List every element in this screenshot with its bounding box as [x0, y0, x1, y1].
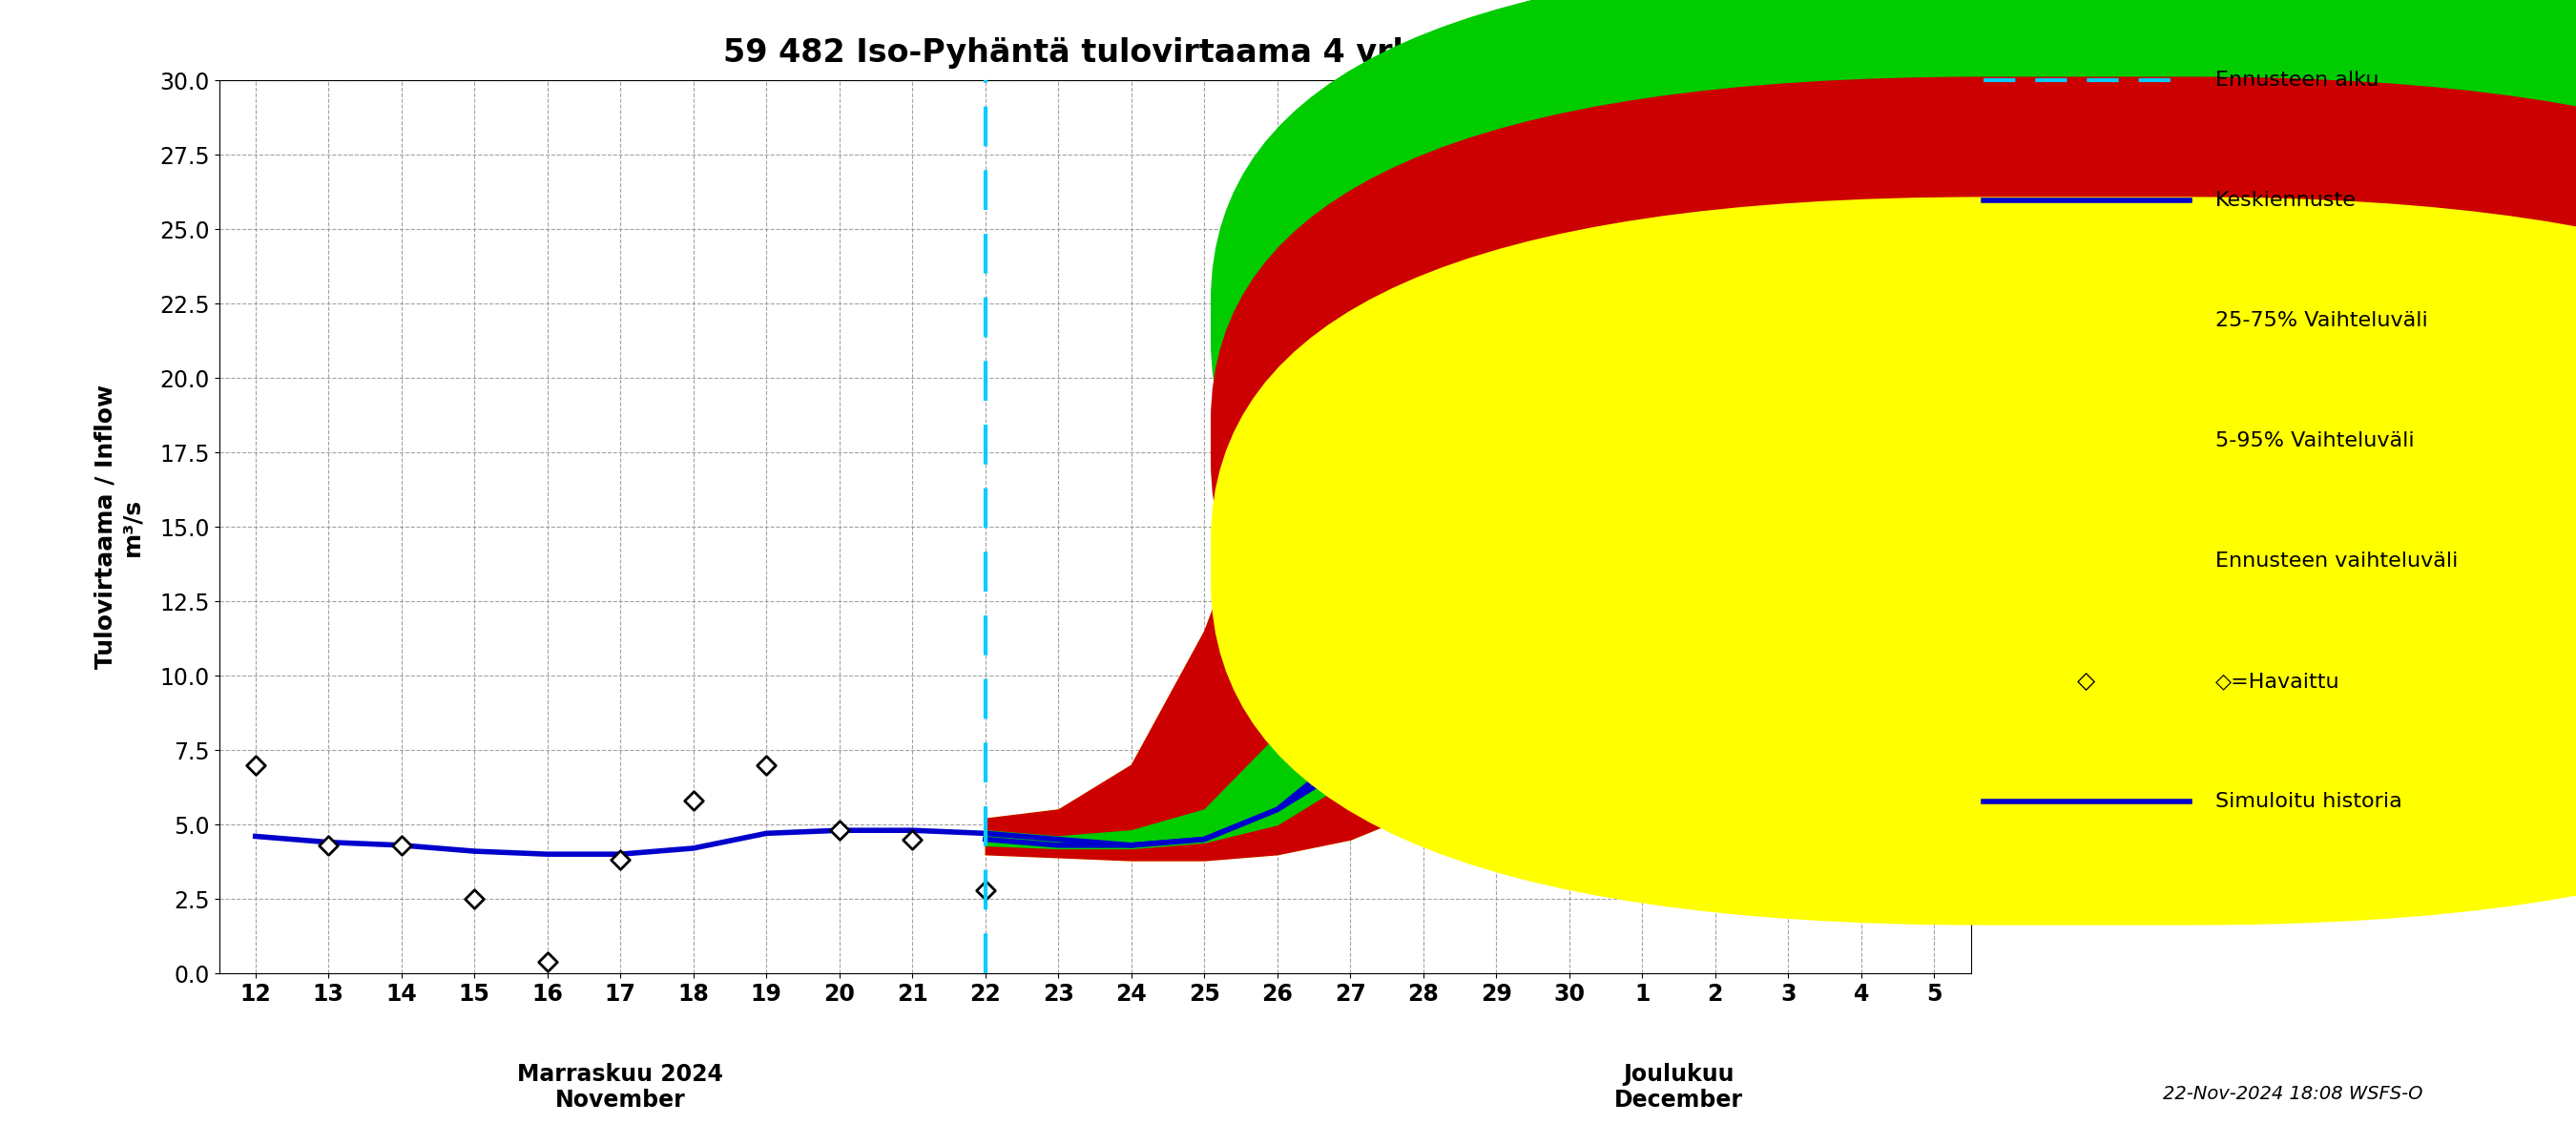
- Text: 25-75% Vaihteluväli: 25-75% Vaihteluväli: [2215, 311, 2427, 330]
- Text: Ennusteen alku: Ennusteen alku: [2215, 71, 2380, 89]
- Text: 5-95% Vaihteluväli: 5-95% Vaihteluväli: [2215, 432, 2414, 450]
- Point: [819, 821, 860, 839]
- Title: 59 482 Iso-Pyhäntä tulovirtaama 4 vrk ka: 59 482 Iso-Pyhäntä tulovirtaama 4 vrk ka: [724, 37, 1466, 69]
- Point: [309, 836, 350, 854]
- Point: [891, 830, 933, 848]
- Text: Simuloitu historia: Simuloitu historia: [2215, 792, 2401, 811]
- Text: Marraskuu 2024
November: Marraskuu 2024 November: [518, 1063, 724, 1112]
- Text: Ennusteen vaihteluväli: Ennusteen vaihteluväli: [2215, 552, 2458, 570]
- Point: [747, 756, 788, 774]
- Point: [963, 881, 1005, 899]
- Text: ◇: ◇: [2076, 670, 2097, 693]
- Y-axis label: Tulovirtaama / Inflow
m³/s: Tulovirtaama / Inflow m³/s: [95, 385, 144, 669]
- Text: ◇=Havaittu: ◇=Havaittu: [2215, 672, 2339, 690]
- Point: [381, 836, 422, 854]
- Text: Keskiennuste: Keskiennuste: [2215, 191, 2357, 210]
- Point: [528, 953, 569, 971]
- Text: Joulukuu
December: Joulukuu December: [1615, 1063, 1744, 1112]
- Point: [234, 756, 276, 774]
- Text: 22-Nov-2024 18:08 WSFS-O: 22-Nov-2024 18:08 WSFS-O: [2164, 1085, 2421, 1103]
- Point: [600, 851, 641, 869]
- Point: [672, 791, 714, 810]
- Point: [453, 890, 495, 908]
